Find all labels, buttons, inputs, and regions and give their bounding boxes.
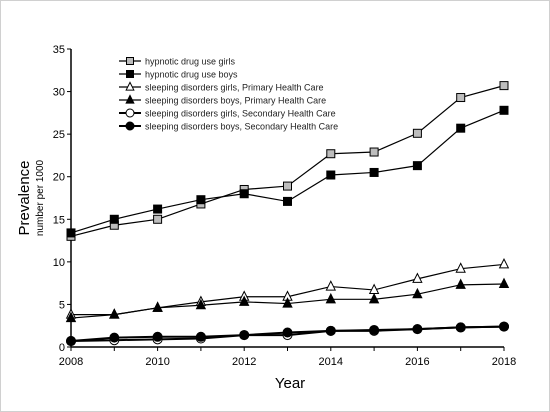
legend-marker	[126, 70, 134, 78]
series-4-point	[152, 301, 163, 312]
x-tick-label: 2018	[492, 356, 516, 368]
legend-marker	[125, 81, 135, 91]
y-tick-label: 15	[53, 214, 65, 226]
series-4-point	[65, 311, 77, 323]
legend-entry-label: hypnotic drug use boys	[145, 70, 238, 80]
legend-entry-label: sleeping disorders girls, Primary Health…	[145, 83, 324, 93]
series-4-point	[325, 292, 337, 304]
series-1-point	[499, 81, 509, 91]
x-tick-label: 2008	[59, 356, 83, 368]
legend-marker	[125, 94, 135, 104]
legend-marker	[125, 121, 135, 131]
series-6-point	[369, 324, 380, 335]
series-3-point	[412, 272, 423, 283]
series-3-point	[455, 262, 466, 273]
x-tick-label: 2014	[319, 356, 343, 368]
y-tick-label: 0	[59, 342, 65, 354]
series-2-point	[499, 105, 509, 115]
legend-entry-label: sleeping disorders girls, Secondary Heal…	[145, 109, 336, 119]
legend-marker	[126, 57, 134, 65]
series-4-point	[455, 278, 466, 289]
series-2-point	[109, 214, 119, 224]
series-markers	[65, 81, 510, 347]
legend: hypnotic drug use girls hypnotic drug use…	[119, 57, 338, 132]
series-4-point	[282, 297, 293, 308]
y-axis-subtitle: number per 1000	[35, 159, 46, 236]
series-2-point	[412, 161, 422, 171]
legend-marker	[125, 108, 135, 118]
series-2-point	[326, 170, 336, 180]
series-4-point	[368, 292, 380, 304]
series-4-point	[195, 298, 207, 310]
series-6-point	[195, 331, 206, 342]
y-tick-label: 20	[53, 172, 65, 184]
series-6-point	[282, 327, 293, 338]
series-4-point	[238, 295, 250, 306]
legend-entry-label: sleeping disorders boys, Secondary Healt…	[145, 122, 338, 132]
y-tick-label: 10	[53, 257, 65, 269]
x-tick-label: 2012	[232, 356, 256, 368]
series-4-point	[498, 277, 510, 289]
series-1-point	[153, 214, 163, 224]
series-6-point	[499, 321, 509, 332]
series-2-point	[66, 228, 76, 238]
series-1-point	[412, 128, 422, 138]
x-tick-label: 2016	[405, 356, 429, 368]
y-axis-title: Prevalence	[16, 160, 33, 235]
series-2-point	[456, 123, 466, 133]
tick-labels: 0 5 10 15 20 25 30 35 2008 2010 2012 2014 2016 2018	[53, 44, 516, 368]
series-6-point	[66, 336, 76, 347]
series-4-point	[109, 308, 120, 319]
y-tick-label: 25	[53, 129, 65, 141]
series-6-point	[239, 330, 250, 341]
legend-entry-label: hypnotic drug use girls	[145, 57, 236, 67]
series-2-point	[196, 195, 206, 205]
series-6-point	[412, 324, 423, 335]
series-3-point	[325, 280, 337, 291]
series-2-point	[239, 189, 249, 199]
series-6-point	[109, 332, 120, 343]
series-1-point	[283, 181, 292, 191]
series-1-point	[326, 149, 336, 159]
series-1-point	[369, 147, 379, 157]
series-6-point	[152, 331, 163, 342]
series-2-point	[369, 167, 379, 177]
axes	[67, 48, 505, 351]
x-tick-label: 2010	[145, 356, 169, 368]
series-6-point	[325, 325, 336, 336]
x-axis-title: Year	[275, 375, 305, 392]
legend-entry-label: sleeping disorders boys, Primary Health …	[145, 96, 326, 106]
series-3-point	[498, 258, 510, 269]
y-tick-label: 35	[53, 44, 65, 56]
series-2-point	[283, 196, 292, 206]
y-tick-label: 30	[53, 87, 65, 99]
series-2-point	[153, 204, 163, 214]
series-1-point	[456, 93, 466, 103]
y-tick-label: 5	[59, 299, 65, 311]
series-4-point	[412, 287, 423, 299]
series-6-point	[455, 322, 466, 333]
